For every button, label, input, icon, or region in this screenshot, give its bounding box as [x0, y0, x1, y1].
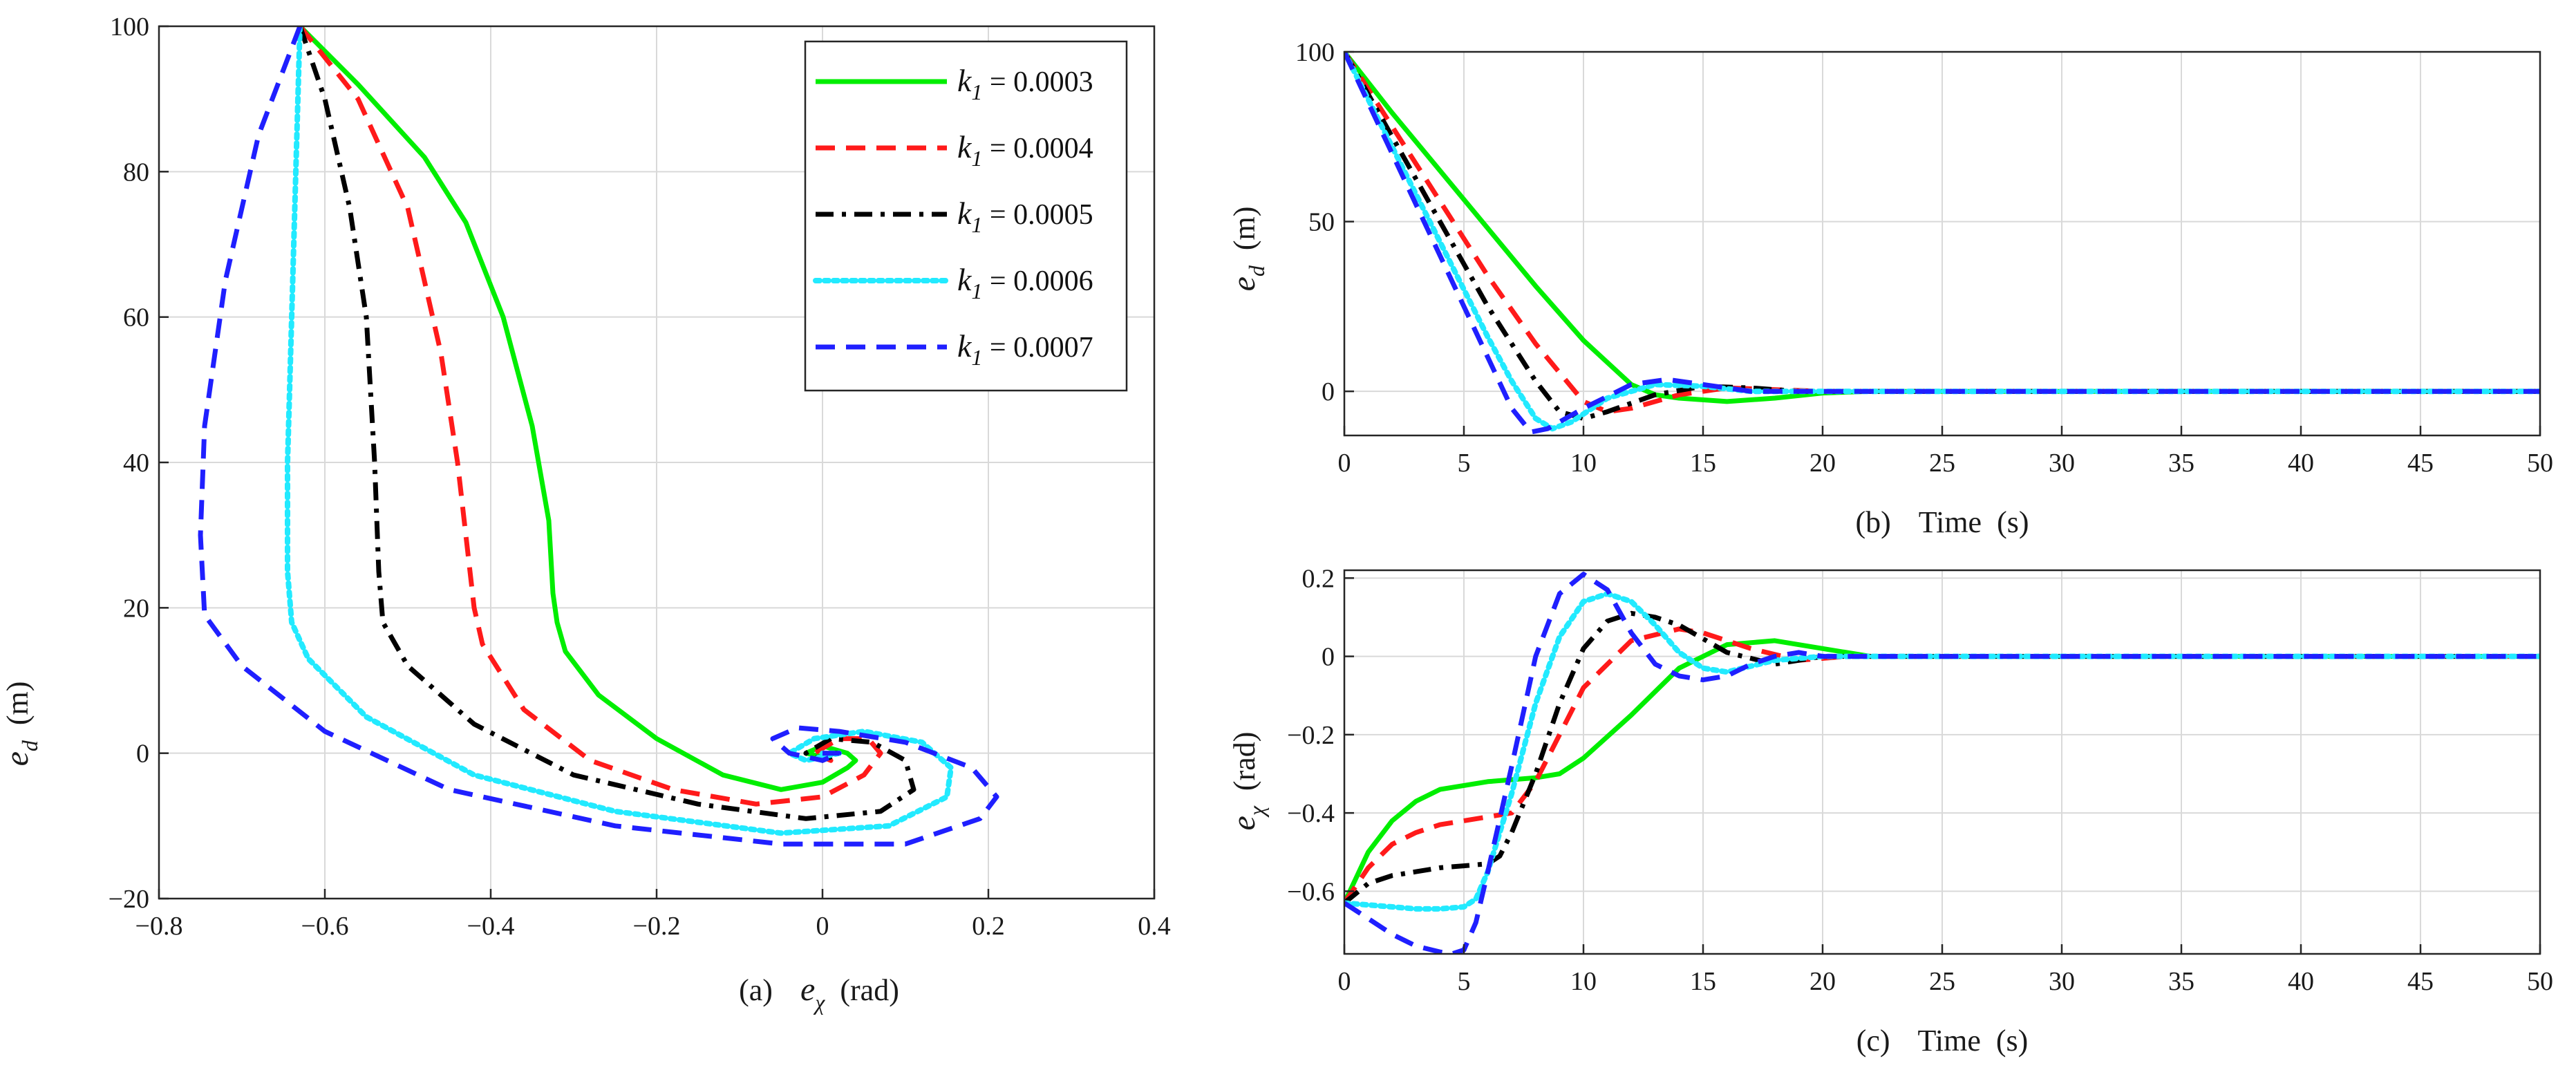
- legend: k1 = 0.0003 k1 = 0.0004 k1 = 0.0005 k1 = 0.…: [804, 40, 1128, 392]
- panel-b-xtick-label: 25: [1929, 449, 1955, 478]
- panel-b-ytick-label: 0: [1322, 377, 1335, 406]
- panel-c-series-4: [1344, 591, 2540, 912]
- panel-c-ytick-label: −0.4: [1287, 799, 1335, 828]
- panel-c-series-5: [1344, 572, 2540, 954]
- panel-a-xtick-label: −0.2: [633, 912, 681, 941]
- panel-b-xtick-label: 30: [2049, 449, 2075, 478]
- legend-label-5: k1 = 0.0007: [957, 328, 1093, 370]
- panel-c-xtick-label: 10: [1570, 967, 1597, 996]
- panel-c-grid: [1344, 570, 2541, 954]
- panel-b-ed-time: 0 5 10 15 20 25 30 35 40 45 50 0 50 100 ed(m) (b) Time…: [1225, 38, 2553, 539]
- panel-b-xtick-label: 45: [2407, 449, 2434, 478]
- panel-b-xtick-label: 10: [1570, 449, 1597, 478]
- panel-a-ytick-label: 100: [110, 12, 149, 41]
- panel-b-ylabel: ed(m): [1225, 207, 1269, 292]
- panel-a-ytick-label: 40: [123, 449, 149, 478]
- panel-b-ytick-label: 50: [1308, 208, 1335, 237]
- panel-a-xtick-label: −0.6: [301, 912, 349, 941]
- panel-a-series-group: [198, 26, 999, 847]
- panel-c-series-group: [1344, 572, 2540, 954]
- panel-b-ytick-label: 100: [1295, 38, 1335, 67]
- panel-c-ylabel: eχ(rad): [1225, 732, 1269, 831]
- panel-a-xtick-label: 0.2: [972, 912, 1005, 941]
- panel-a-ytick-label: 0: [136, 740, 149, 769]
- panel-c-echi-time: 0 5 10 15 20 25 30 35 40 45 50 −0.6 −0.4 −0.2 0 0.2 eχ(…: [1225, 564, 2553, 1058]
- panel-a-ytick-label: −20: [109, 885, 149, 914]
- panel-b-xtick-label: 35: [2168, 449, 2194, 478]
- panel-c-xtick-label: 40: [2288, 967, 2314, 996]
- panel-a-series-4: [285, 26, 954, 836]
- panel-a-series-1: [298, 26, 858, 792]
- panel-c-ytick-label: −0.6: [1287, 877, 1335, 906]
- panel-b-xtick-label: 5: [1458, 449, 1471, 478]
- panel-b-xtick-label: 40: [2288, 449, 2314, 478]
- panel-a-xtick-label: −0.8: [135, 912, 183, 941]
- panel-a-xlabel: (a) eχ (rad): [739, 971, 899, 1015]
- legend-label-3: k1 = 0.0005: [957, 196, 1093, 237]
- panel-c-xtick-label: 30: [2049, 967, 2075, 996]
- panel-b-xtick-label: 50: [2527, 449, 2553, 478]
- panel-c-xtick-label: 15: [1690, 967, 1716, 996]
- panel-a-xtick-label: −0.4: [467, 912, 515, 941]
- panel-a-xtick-label: 0.4: [1138, 912, 1171, 941]
- panel-a-ticks: −0.8 −0.6 −0.4 −0.2 0 0.2 0.4 −20 0 20 40 60 80 100: [109, 12, 1171, 941]
- panel-c-xlabel: (c) Time (s): [1856, 1024, 2029, 1058]
- panel-b-series-5: [1344, 52, 2540, 435]
- panel-a-ytick-label: 80: [123, 158, 149, 187]
- panel-c-xtick-label: 45: [2407, 967, 2434, 996]
- panel-a-ytick-label: 60: [123, 303, 149, 332]
- panel-b-ticks: 0 5 10 15 20 25 30 35 40 45 50 0 50 100: [1295, 38, 2553, 478]
- panel-c-xtick-label: 35: [2168, 967, 2194, 996]
- panel-b-grid: [1344, 51, 2541, 435]
- panel-c-ytick-label: 0: [1322, 643, 1335, 672]
- panel-c-series-1: [1344, 638, 2540, 904]
- panel-a-series-2: [298, 26, 883, 807]
- panel-c-xtick-label: 5: [1458, 967, 1471, 996]
- legend-label-2: k1 = 0.0004: [957, 129, 1093, 171]
- panel-b-xtick-label: 20: [1809, 449, 1836, 478]
- panel-b-xtick-label: 15: [1690, 449, 1716, 478]
- panel-a-ytick-label: 20: [123, 594, 149, 623]
- panel-b-xtick-label: 0: [1338, 449, 1351, 478]
- panel-a-ylabel: ed(m): [0, 682, 42, 767]
- panel-b-series-group: [1344, 52, 2540, 435]
- panel-a-series-3: [297, 26, 916, 821]
- panel-b-series-3: [1344, 52, 2540, 421]
- panel-a-series-5: [198, 26, 999, 847]
- panel-c-ytick-label: −0.2: [1287, 721, 1335, 750]
- panel-a-phase-plot: −0.8 −0.6 −0.4 −0.2 0 0.2 0.4 −20 0 20 40 60 80 100 e…: [0, 12, 1171, 1015]
- panel-c-ytick-label: 0.2: [1302, 564, 1335, 593]
- panel-c-xtick-label: 25: [1929, 967, 1955, 996]
- legend-label-4: k1 = 0.0006: [957, 262, 1093, 303]
- panel-a-xtick-label: 0: [816, 912, 829, 941]
- panel-c-xtick-label: 0: [1338, 967, 1351, 996]
- legend-label-1: k1 = 0.0003: [957, 63, 1093, 104]
- panel-c-ticks: 0 5 10 15 20 25 30 35 40 45 50 −0.6 −0.4 −0.2 0 0.2: [1287, 564, 2553, 996]
- panel-c-xtick-label: 50: [2527, 967, 2553, 996]
- panel-b-xlabel: (b) Time (s): [1855, 505, 2029, 539]
- panel-c-xtick-label: 20: [1809, 967, 1836, 996]
